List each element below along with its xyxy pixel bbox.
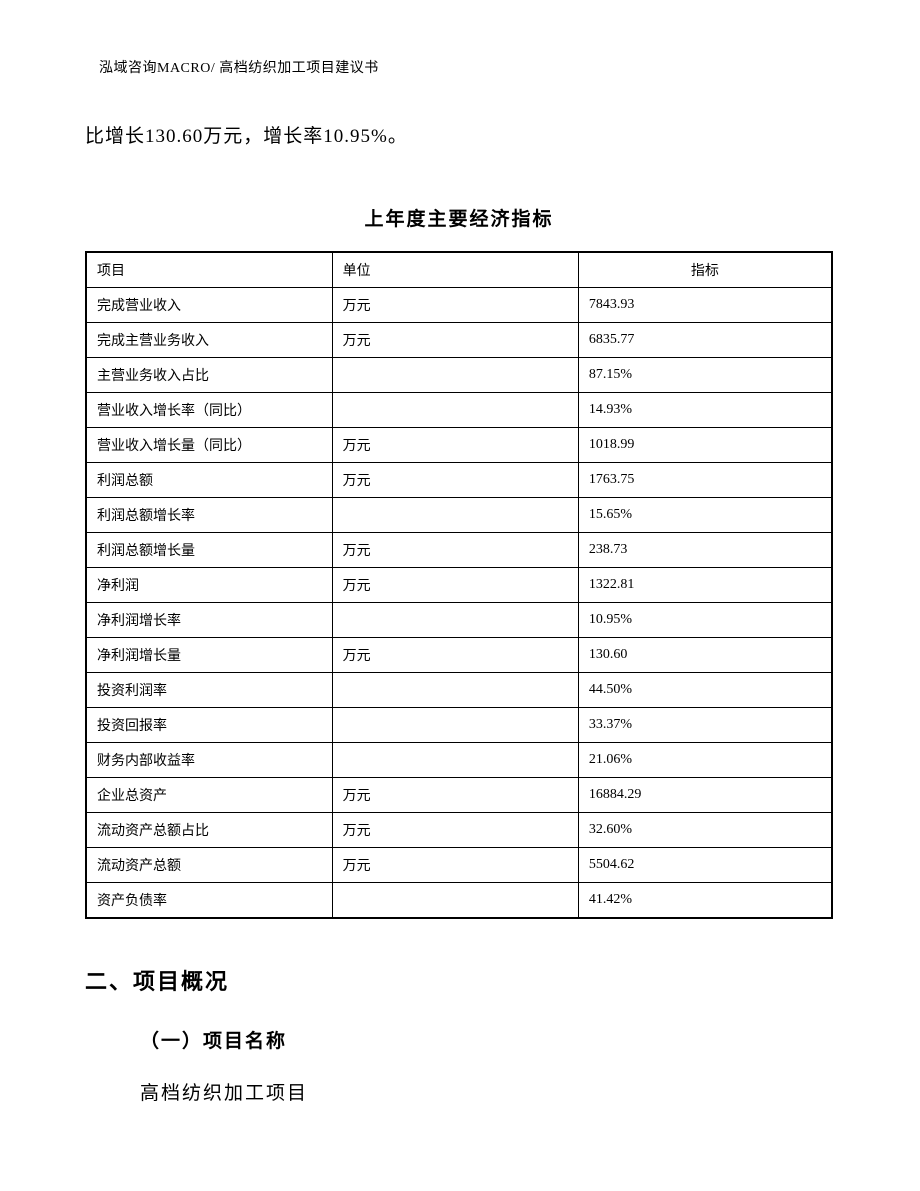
table-header-row: 项目 单位 指标 <box>86 252 832 288</box>
table-row: 营业收入增长率（同比） 14.93% <box>86 393 832 428</box>
section-heading: 二、项目概况 <box>85 964 833 996</box>
table-cell: 营业收入增长量（同比） <box>86 428 332 463</box>
table-cell: 41.42% <box>578 883 832 919</box>
col-header-value: 指标 <box>578 252 832 288</box>
page-header: 泓域咨询MACRO/ 高档纺织加工项目建议书 <box>99 57 379 77</box>
table-cell: 7843.93 <box>578 288 832 323</box>
table-row: 净利润万元1322.81 <box>86 568 832 603</box>
table-cell: 万元 <box>332 568 578 603</box>
table-cell: 净利润 <box>86 568 332 603</box>
table-cell <box>332 393 578 428</box>
table-row: 投资回报率 33.37% <box>86 708 832 743</box>
table-cell: 万元 <box>332 638 578 673</box>
table-cell: 万元 <box>332 323 578 358</box>
table-cell: 238.73 <box>578 533 832 568</box>
table-cell: 87.15% <box>578 358 832 393</box>
table-cell: 1018.99 <box>578 428 832 463</box>
col-header-unit: 单位 <box>332 252 578 288</box>
table-cell: 资产负债率 <box>86 883 332 919</box>
content-area: 比增长130.60万元，增长率10.95%。 上年度主要经济指标 项目 单位 指… <box>85 120 833 1105</box>
table-row: 利润总额万元1763.75 <box>86 463 832 498</box>
col-header-item: 项目 <box>86 252 332 288</box>
table-cell: 1322.81 <box>578 568 832 603</box>
table-cell: 营业收入增长率（同比） <box>86 393 332 428</box>
table-cell: 完成主营业务收入 <box>86 323 332 358</box>
table-cell: 14.93% <box>578 393 832 428</box>
table-cell: 投资利润率 <box>86 673 332 708</box>
table-row: 财务内部收益率 21.06% <box>86 743 832 778</box>
table-cell: 万元 <box>332 848 578 883</box>
table-cell: 1763.75 <box>578 463 832 498</box>
table-cell <box>332 883 578 919</box>
table-cell: 6835.77 <box>578 323 832 358</box>
table-cell: 完成营业收入 <box>86 288 332 323</box>
table-cell: 万元 <box>332 778 578 813</box>
table-row: 流动资产总额万元5504.62 <box>86 848 832 883</box>
table-row: 流动资产总额占比万元32.60% <box>86 813 832 848</box>
table-row: 净利润增长量万元130.60 <box>86 638 832 673</box>
table-row: 完成营业收入万元7843.93 <box>86 288 832 323</box>
table-cell: 净利润增长率 <box>86 603 332 638</box>
table-cell: 21.06% <box>578 743 832 778</box>
table-cell: 利润总额增长量 <box>86 533 332 568</box>
table-cell: 投资回报率 <box>86 708 332 743</box>
table-cell: 财务内部收益率 <box>86 743 332 778</box>
table-cell: 44.50% <box>578 673 832 708</box>
table-cell: 万元 <box>332 288 578 323</box>
economic-indicators-table: 项目 单位 指标 完成营业收入万元7843.93完成主营业务收入万元6835.7… <box>85 251 833 919</box>
table-body: 完成营业收入万元7843.93完成主营业务收入万元6835.77主营业务收入占比… <box>86 288 832 919</box>
sub-heading: （一）项目名称 <box>140 1026 833 1053</box>
table-row: 投资利润率 44.50% <box>86 673 832 708</box>
table-cell: 利润总额 <box>86 463 332 498</box>
table-cell: 万元 <box>332 463 578 498</box>
table-cell <box>332 603 578 638</box>
body-text: 比增长130.60万元，增长率10.95%。 <box>85 120 833 154</box>
table-row: 利润总额增长量万元238.73 <box>86 533 832 568</box>
table-cell: 万元 <box>332 813 578 848</box>
table-row: 企业总资产万元16884.29 <box>86 778 832 813</box>
project-name: 高档纺织加工项目 <box>140 1078 833 1105</box>
table-row: 资产负债率 41.42% <box>86 883 832 919</box>
table-row: 净利润增长率 10.95% <box>86 603 832 638</box>
table-cell: 利润总额增长率 <box>86 498 332 533</box>
table-cell: 5504.62 <box>578 848 832 883</box>
table-cell <box>332 498 578 533</box>
table-cell: 15.65% <box>578 498 832 533</box>
table-row: 主营业务收入占比 87.15% <box>86 358 832 393</box>
table-cell: 企业总资产 <box>86 778 332 813</box>
table-cell: 万元 <box>332 533 578 568</box>
table-cell: 32.60% <box>578 813 832 848</box>
table-cell <box>332 708 578 743</box>
table-cell: 万元 <box>332 428 578 463</box>
table-title: 上年度主要经济指标 <box>85 204 833 231</box>
table-cell: 流动资产总额占比 <box>86 813 332 848</box>
table-cell: 主营业务收入占比 <box>86 358 332 393</box>
table-cell: 流动资产总额 <box>86 848 332 883</box>
table-row: 完成主营业务收入万元6835.77 <box>86 323 832 358</box>
table-row: 营业收入增长量（同比）万元1018.99 <box>86 428 832 463</box>
table-cell <box>332 743 578 778</box>
table-row: 利润总额增长率 15.65% <box>86 498 832 533</box>
table-cell <box>332 358 578 393</box>
table-cell <box>332 673 578 708</box>
table-cell: 130.60 <box>578 638 832 673</box>
table-cell: 10.95% <box>578 603 832 638</box>
table-cell: 33.37% <box>578 708 832 743</box>
table-cell: 净利润增长量 <box>86 638 332 673</box>
table-cell: 16884.29 <box>578 778 832 813</box>
